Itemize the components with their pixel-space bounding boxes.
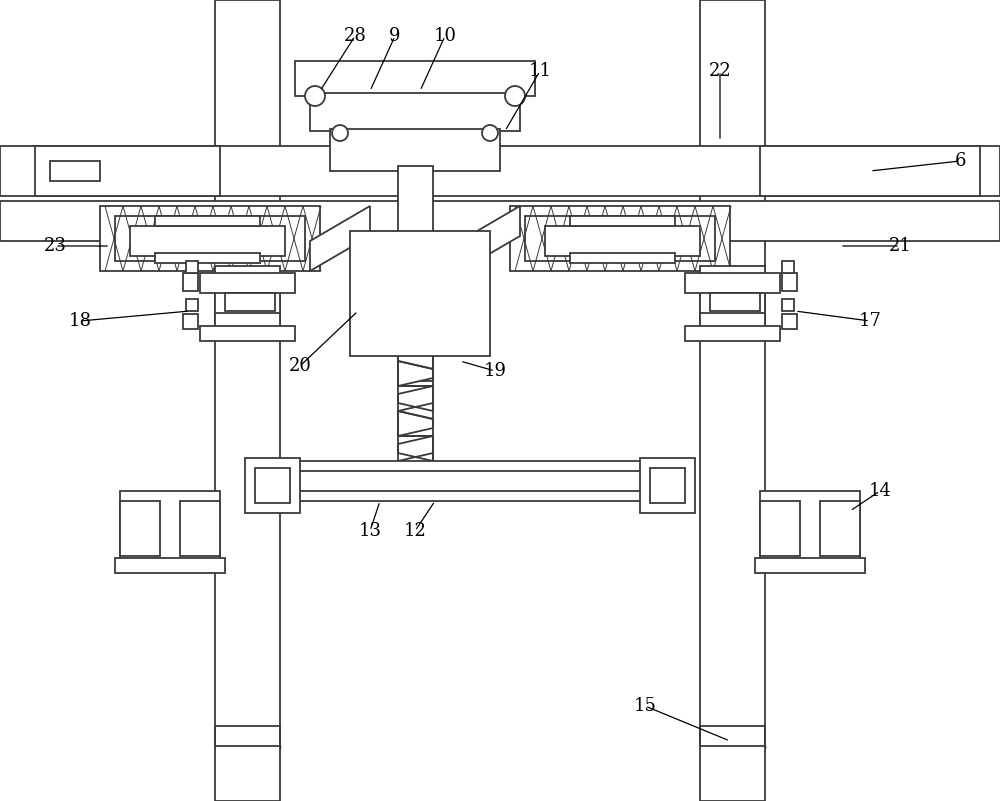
Polygon shape xyxy=(398,411,433,436)
Bar xyxy=(295,61,535,96)
Text: 23: 23 xyxy=(44,237,66,255)
Bar xyxy=(215,313,280,328)
Bar xyxy=(215,266,280,321)
Text: 6: 6 xyxy=(954,152,966,170)
Bar xyxy=(245,458,300,513)
Text: 13: 13 xyxy=(358,522,382,540)
Bar xyxy=(700,0,765,801)
Bar xyxy=(215,0,280,801)
Polygon shape xyxy=(398,386,433,411)
Polygon shape xyxy=(398,436,433,461)
Text: 18: 18 xyxy=(68,312,92,330)
Bar xyxy=(350,231,490,356)
Text: 12: 12 xyxy=(404,522,426,540)
Bar xyxy=(398,236,433,381)
Bar xyxy=(200,273,295,293)
Bar xyxy=(700,313,765,328)
Text: 11: 11 xyxy=(528,62,552,80)
Bar xyxy=(710,293,760,311)
Bar xyxy=(570,253,675,263)
Bar xyxy=(265,461,675,501)
Bar xyxy=(685,273,780,293)
Bar xyxy=(186,299,198,311)
Bar xyxy=(650,468,685,503)
Bar xyxy=(120,501,160,556)
Bar xyxy=(782,273,797,291)
Bar xyxy=(130,226,285,256)
Bar xyxy=(545,226,700,256)
Bar xyxy=(225,293,275,311)
Text: 17: 17 xyxy=(859,312,881,330)
Bar xyxy=(755,558,865,573)
Text: 28: 28 xyxy=(344,27,366,45)
Bar xyxy=(570,216,675,226)
Text: 14: 14 xyxy=(869,482,891,500)
Bar xyxy=(782,261,794,273)
Bar xyxy=(115,558,225,573)
Circle shape xyxy=(482,125,498,141)
Bar xyxy=(155,216,260,226)
Bar xyxy=(685,326,780,341)
Bar xyxy=(186,261,198,273)
Bar xyxy=(180,501,220,556)
Bar xyxy=(525,216,715,261)
Bar xyxy=(183,273,198,291)
Bar xyxy=(330,129,500,171)
Text: 20: 20 xyxy=(289,357,311,375)
Bar xyxy=(35,146,220,196)
Bar xyxy=(760,501,800,556)
Polygon shape xyxy=(310,206,370,271)
Bar xyxy=(255,468,290,503)
Text: 9: 9 xyxy=(389,27,401,45)
Polygon shape xyxy=(460,206,520,271)
Circle shape xyxy=(305,86,325,106)
Bar xyxy=(510,206,730,271)
Bar xyxy=(820,501,860,556)
Bar xyxy=(640,458,695,513)
Text: 22: 22 xyxy=(709,62,731,80)
Text: 19: 19 xyxy=(484,362,507,380)
Circle shape xyxy=(332,125,348,141)
Text: 10: 10 xyxy=(434,27,456,45)
Bar xyxy=(760,491,860,566)
Text: 15: 15 xyxy=(634,697,656,715)
Bar xyxy=(310,93,520,131)
Polygon shape xyxy=(398,361,433,386)
Bar xyxy=(0,146,1000,196)
Bar xyxy=(782,314,797,329)
Bar xyxy=(115,216,305,261)
Bar xyxy=(700,266,765,321)
Bar xyxy=(50,161,100,181)
Bar xyxy=(183,314,198,329)
Text: 21: 21 xyxy=(889,237,911,255)
Bar xyxy=(280,471,660,491)
Bar xyxy=(782,299,794,311)
Bar xyxy=(155,253,260,263)
Circle shape xyxy=(505,86,525,106)
Bar xyxy=(100,206,320,271)
Bar xyxy=(215,726,280,746)
Bar xyxy=(200,326,295,341)
Bar xyxy=(700,726,765,746)
Bar xyxy=(398,166,433,241)
Bar xyxy=(760,146,980,196)
Bar xyxy=(0,201,1000,241)
Bar xyxy=(120,491,220,566)
